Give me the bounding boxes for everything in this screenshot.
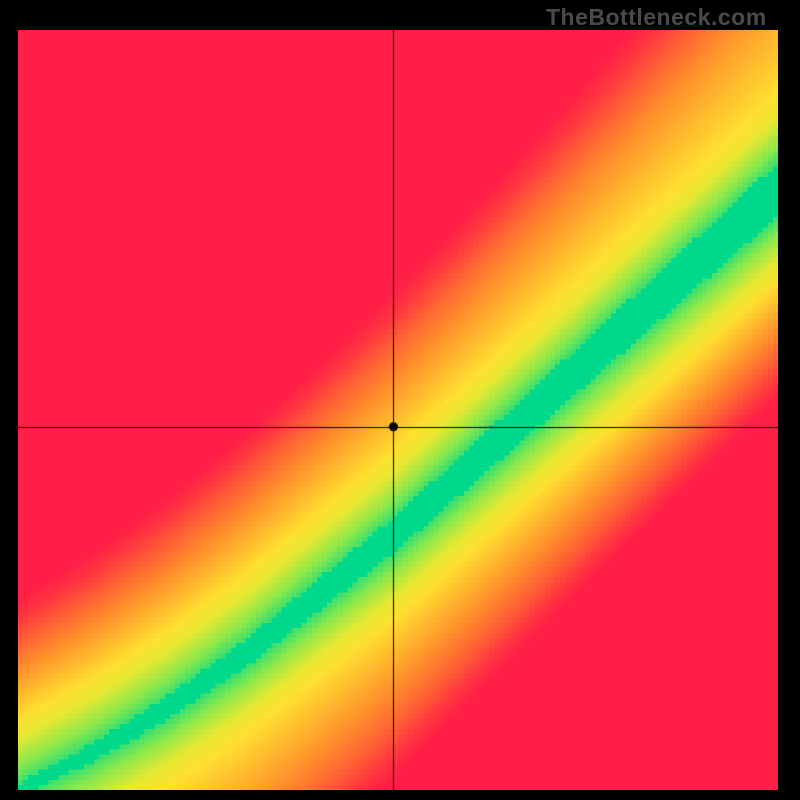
attribution-watermark: TheBottleneck.com: [546, 4, 767, 31]
chart-container: { "attribution": { "text": "TheBottlenec…: [0, 0, 800, 800]
crosshair-overlay: [18, 30, 778, 790]
